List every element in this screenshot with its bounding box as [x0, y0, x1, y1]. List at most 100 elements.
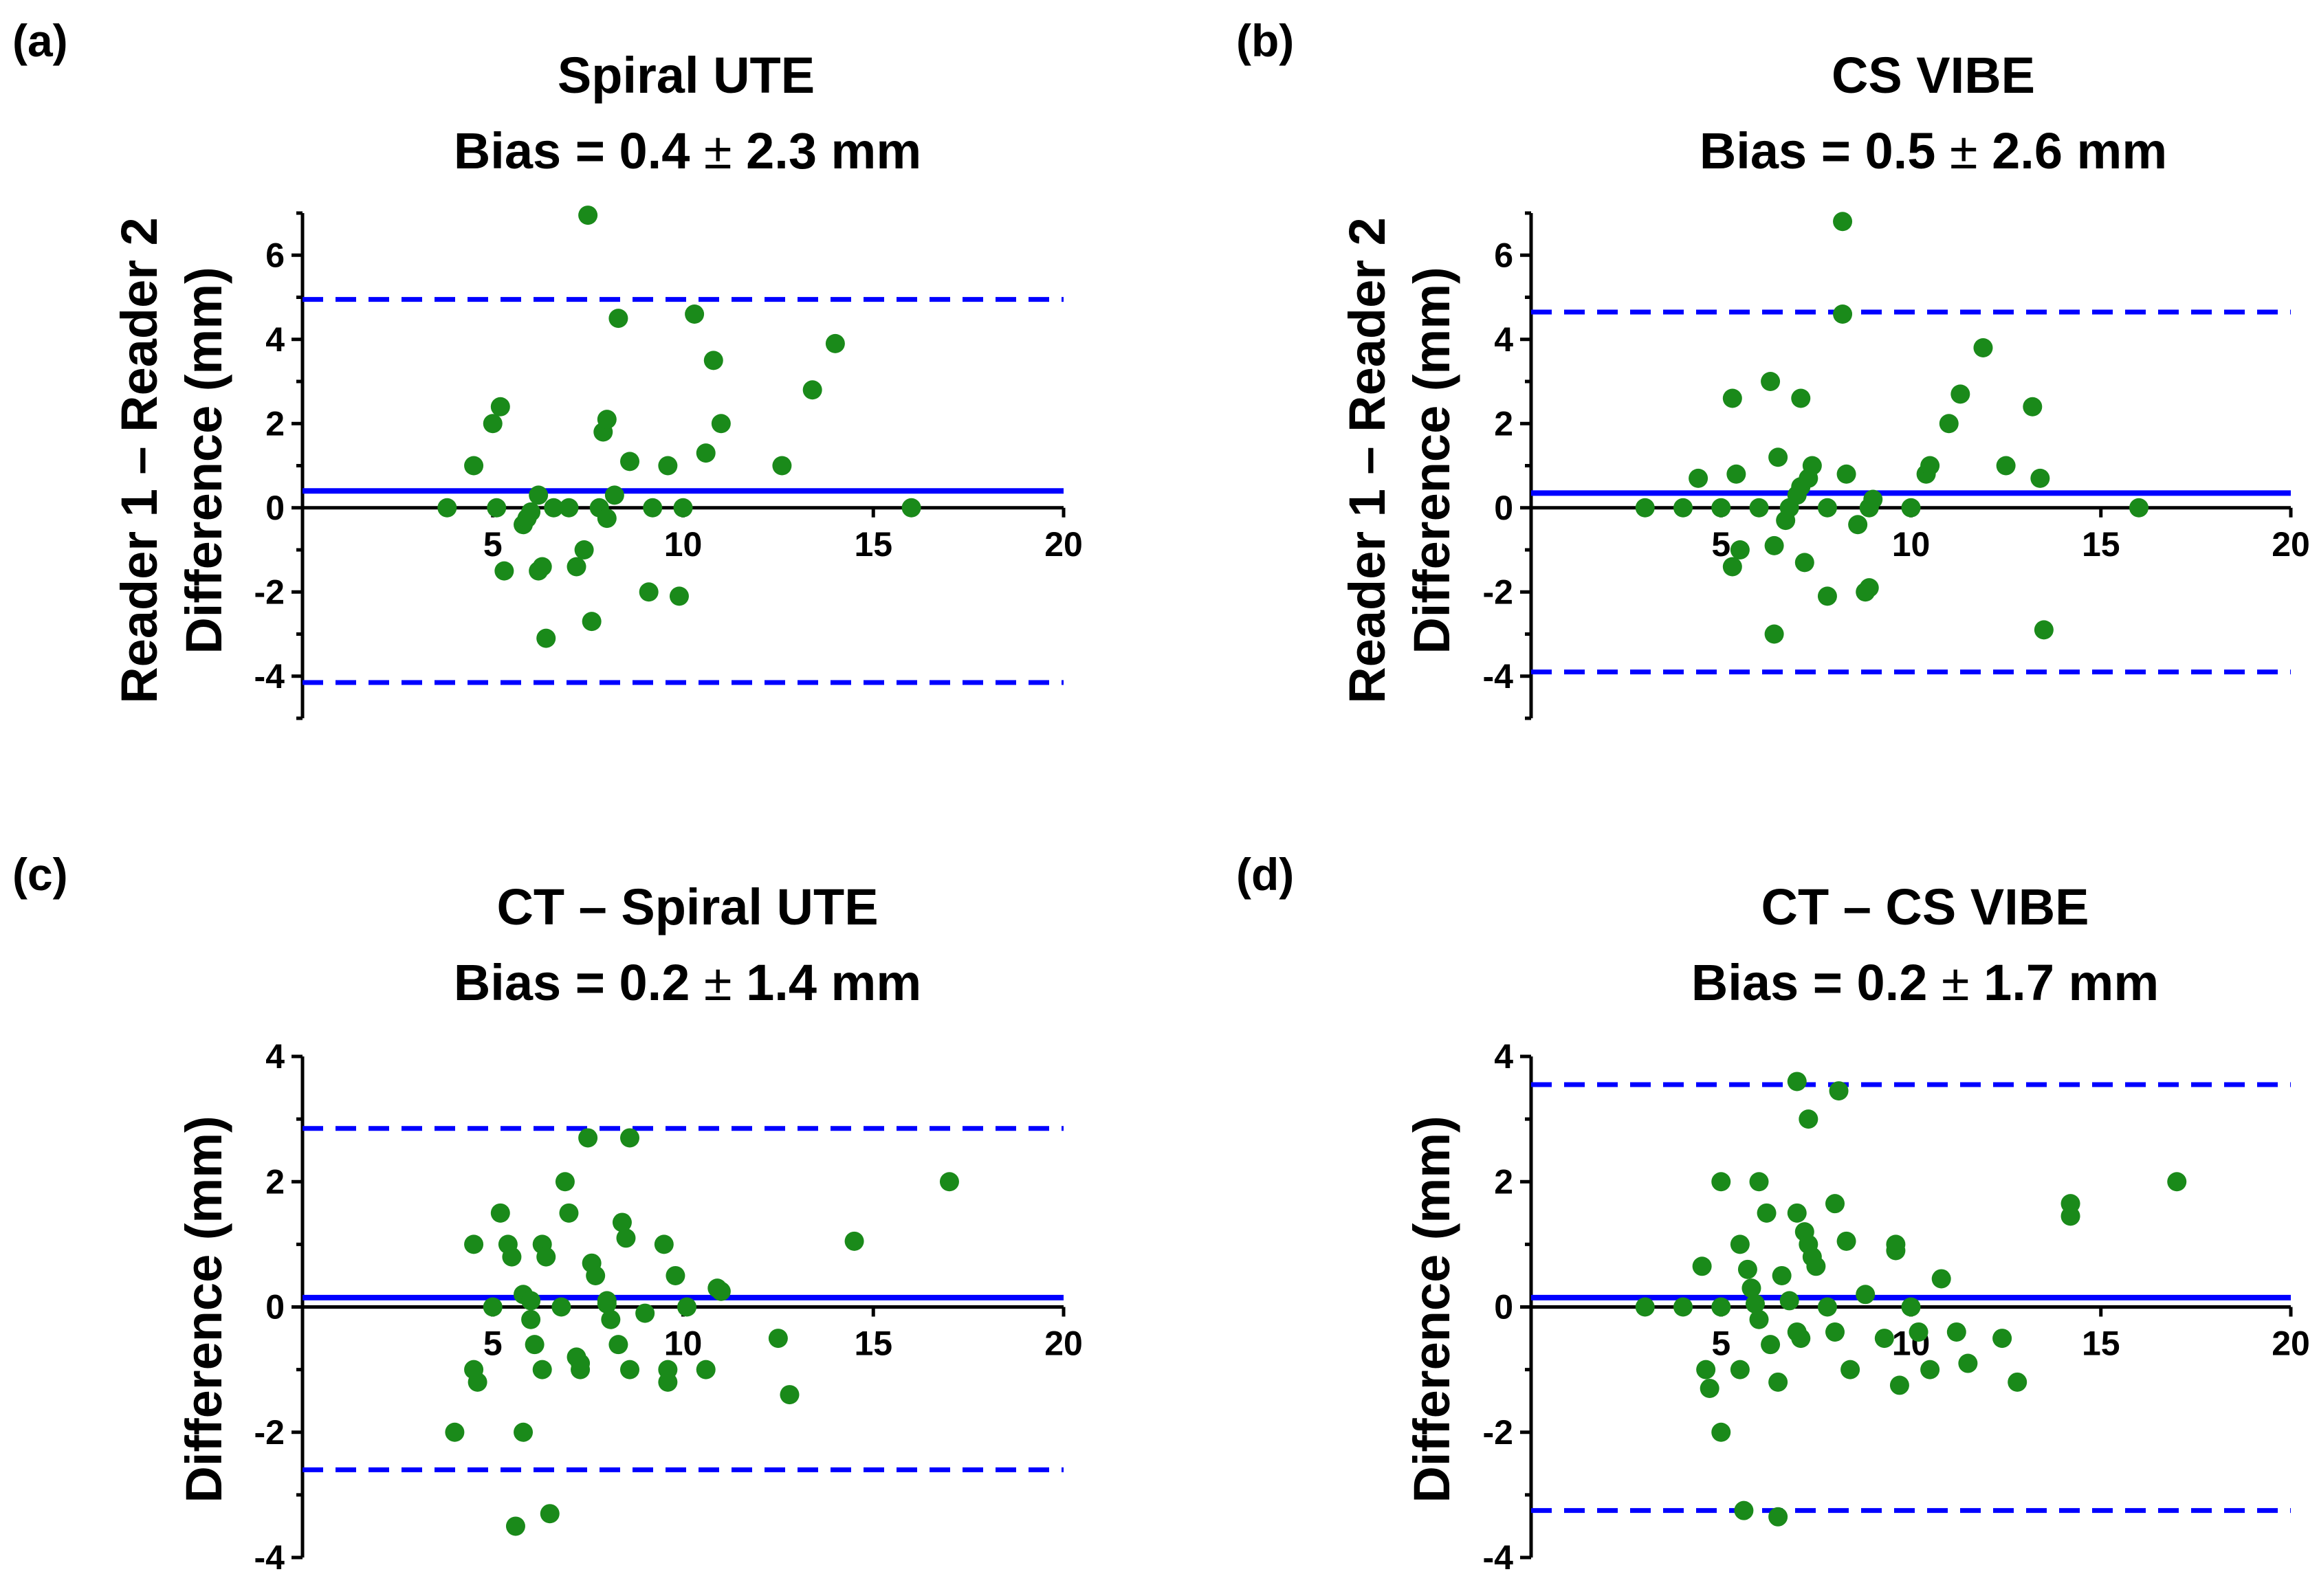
- title-bias-prefix: Bias = 0.2: [1691, 954, 1942, 1011]
- data-point: [532, 1360, 552, 1379]
- plot-area: -4 -2 0 2 4 6 5 10 15 20: [254, 206, 1083, 720]
- data-point: [1992, 1329, 2012, 1349]
- x-tick-label: 15: [2082, 1325, 2120, 1363]
- data-point: [1741, 1278, 1761, 1298]
- data-point: [1939, 414, 1959, 434]
- data-point: [1737, 1259, 1757, 1279]
- y-tick-label: 2: [1494, 1162, 1513, 1201]
- y-axis-label-line2: Difference (mm): [1403, 267, 1460, 654]
- data-point: [483, 1297, 503, 1317]
- x-tick-label: 20: [2272, 1325, 2310, 1363]
- x-tick-label: 20: [2272, 525, 2310, 564]
- data-point: [620, 452, 640, 472]
- data-point: [1848, 515, 1868, 535]
- data-point: [1764, 624, 1784, 644]
- data-point: [1635, 498, 1655, 518]
- data-point: [525, 1335, 545, 1355]
- data-point: [1745, 1294, 1765, 1314]
- y-tick-label: 2: [1494, 404, 1513, 443]
- data-point: [1768, 1507, 1788, 1527]
- data-point: [1840, 1360, 1860, 1379]
- chart-title-line1: CT – Spiral UTE: [496, 878, 878, 935]
- data-point: [1787, 1203, 1807, 1223]
- data-point: [1794, 553, 1814, 573]
- data-point: [635, 1303, 655, 1323]
- data-point: [1749, 1172, 1769, 1192]
- data-point: [1817, 1297, 1837, 1317]
- data-point: [643, 498, 663, 518]
- data-point: [1909, 1322, 1928, 1342]
- data-point: [620, 1360, 640, 1379]
- panel-label: (a): [12, 15, 68, 66]
- data-point: [1779, 1291, 1799, 1311]
- y-tick-label: -2: [1483, 573, 1513, 611]
- data-point: [658, 1372, 678, 1392]
- data-point: [669, 586, 689, 606]
- data-point: [772, 456, 792, 476]
- data-point: [437, 498, 457, 518]
- x-tick-label: 15: [854, 525, 892, 564]
- x-tick-label: 5: [483, 1325, 503, 1363]
- data-point: [578, 206, 598, 225]
- title-pm-symbol: ±: [1942, 954, 1970, 1011]
- data-point: [1730, 1360, 1750, 1379]
- data-point: [1817, 498, 1837, 518]
- data-point: [1863, 489, 1883, 509]
- data-point: [2008, 1372, 2027, 1392]
- data-point: [1787, 1072, 1807, 1091]
- title-bias-suffix: 2.6 mm: [1978, 122, 2168, 179]
- data-point: [1730, 540, 1750, 559]
- y-tick-label: -4: [1483, 1538, 1514, 1577]
- data-point: [571, 1353, 591, 1373]
- x-tick-label: 20: [1044, 525, 1083, 564]
- x-tick-label: 5: [483, 525, 503, 564]
- data-point: [567, 557, 586, 577]
- data-point: [532, 557, 552, 577]
- data-point: [1825, 1194, 1845, 1214]
- data-point: [1901, 1297, 1921, 1317]
- data-point: [1761, 372, 1781, 391]
- data-point: [1768, 447, 1788, 467]
- data-point: [1806, 1256, 1826, 1276]
- data-point: [483, 414, 503, 434]
- data-point: [768, 1329, 788, 1349]
- data-point: [555, 1172, 575, 1192]
- data-point: [1973, 338, 1993, 357]
- data-point: [1829, 1081, 1849, 1101]
- y-axis-label-line1: Reader 1 – Reader 2: [111, 217, 168, 704]
- x-tick-label: 10: [664, 525, 703, 564]
- data-point: [1749, 498, 1769, 518]
- y-tick-label: 6: [1494, 236, 1513, 274]
- data-point: [901, 498, 921, 518]
- data-point: [1791, 388, 1811, 408]
- y-tick-label: 4: [265, 320, 285, 359]
- y-axis-label-line2: Difference (mm): [175, 267, 232, 654]
- panel-label: (b): [1236, 15, 1294, 66]
- data-point: [673, 498, 693, 518]
- y-tick-label: 0: [265, 1288, 285, 1327]
- title-bias-prefix: Bias = 0.4: [454, 122, 704, 179]
- data-point: [445, 1422, 465, 1442]
- data-point: [1730, 1234, 1750, 1254]
- data-point: [608, 1335, 628, 1355]
- data-point: [1761, 1335, 1781, 1355]
- data-point: [780, 1385, 800, 1405]
- data-point: [711, 1281, 731, 1301]
- panel-label: (c): [12, 849, 68, 900]
- y-tick-label: -2: [254, 573, 285, 611]
- data-point: [608, 309, 628, 329]
- title-bias-prefix: Bias = 0.2: [454, 954, 704, 1011]
- data-point: [2023, 397, 2043, 417]
- data-point: [616, 1228, 636, 1248]
- data-point: [703, 351, 723, 370]
- panel-a: (a) Spiral UTE Bias = 0.4 ± 2.3 mm Reade…: [12, 15, 1083, 720]
- data-point: [1749, 1309, 1769, 1329]
- x-tick-label: 15: [854, 1325, 892, 1363]
- data-point: [696, 1360, 716, 1379]
- data-point: [1859, 578, 1879, 598]
- data-point: [685, 304, 705, 324]
- data-point: [1825, 1322, 1845, 1342]
- chart-title-line2: Bias = 0.5 ± 2.6 mm: [1700, 122, 2167, 179]
